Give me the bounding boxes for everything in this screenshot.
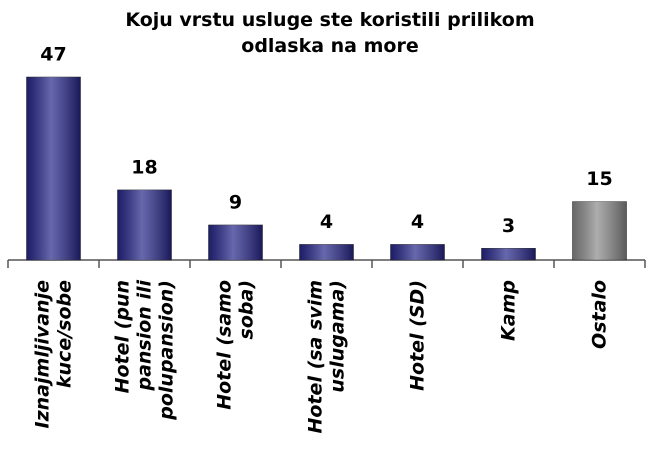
x-tick-label: Hotel (SD) <box>406 280 428 391</box>
x-tick-label: Kamp <box>497 280 519 341</box>
bar-shine <box>390 244 445 260</box>
bar-shine <box>117 189 172 260</box>
value-label: 15 <box>586 168 612 190</box>
x-tick-label: Hotel (sa svimuslugama) <box>304 280 348 433</box>
value-label: 18 <box>131 156 157 178</box>
value-label: 3 <box>502 215 515 237</box>
x-tick-label: Iznajmljivanjekuce/sobe <box>31 280 75 429</box>
bar-shine <box>481 248 536 260</box>
x-tick-label: Ostalo <box>588 280 610 349</box>
chart-title: Koju vrstu usluge ste koristili prilikom… <box>125 9 534 57</box>
value-label: 4 <box>320 211 333 233</box>
value-label: 9 <box>229 191 242 213</box>
x-tick-label: Hotel (punpansion ilipolupansion) <box>111 280 177 421</box>
value-label: 47 <box>40 44 66 66</box>
bar-shine <box>208 224 263 260</box>
bar-shine <box>299 244 354 260</box>
bar-shine <box>572 201 627 260</box>
bar-shine <box>26 77 81 260</box>
value-label: 4 <box>411 211 424 233</box>
x-tick-label: Hotel (samosoba) <box>213 280 257 410</box>
